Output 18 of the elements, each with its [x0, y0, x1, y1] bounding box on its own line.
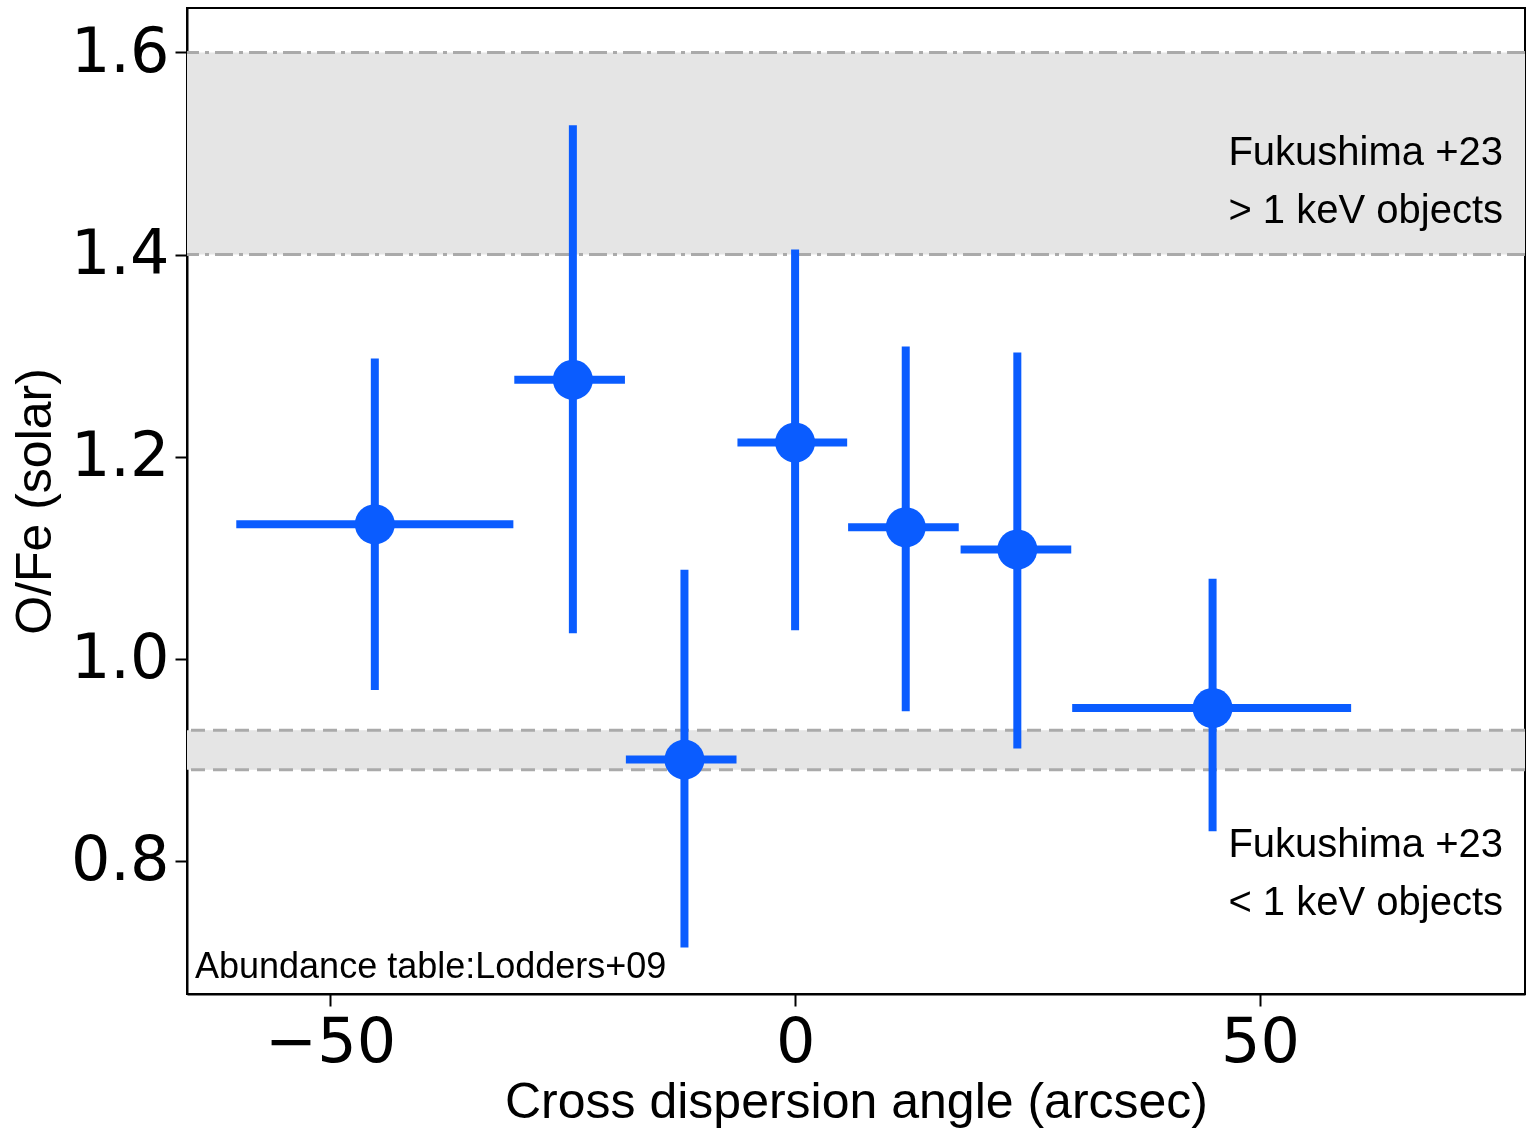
x-tick-label: −50: [265, 1003, 397, 1077]
point: [885, 507, 926, 548]
point: [775, 422, 816, 463]
x-tick-label: 50: [1221, 1003, 1300, 1077]
y-tick-label: 1.0: [70, 620, 170, 694]
y-tick-label: 1.4: [70, 216, 170, 289]
band-label: Fukushima +23 > 1 keV objects: [1228, 129, 1503, 232]
point: [664, 739, 705, 780]
y-tick-label: 0.8: [70, 822, 170, 896]
annotation: Abundance table:Lodders+09: [195, 945, 667, 986]
point: [552, 359, 593, 400]
point: [997, 529, 1038, 570]
band-label: Fukushima +23 < 1 keV objects: [1228, 820, 1503, 923]
y-tick-label: 1.6: [70, 13, 170, 87]
y-axis-title: O/Fe (solar): [5, 368, 62, 635]
point: [1192, 688, 1233, 729]
point: [354, 504, 395, 545]
y-tick-label: 1.2: [70, 418, 170, 492]
